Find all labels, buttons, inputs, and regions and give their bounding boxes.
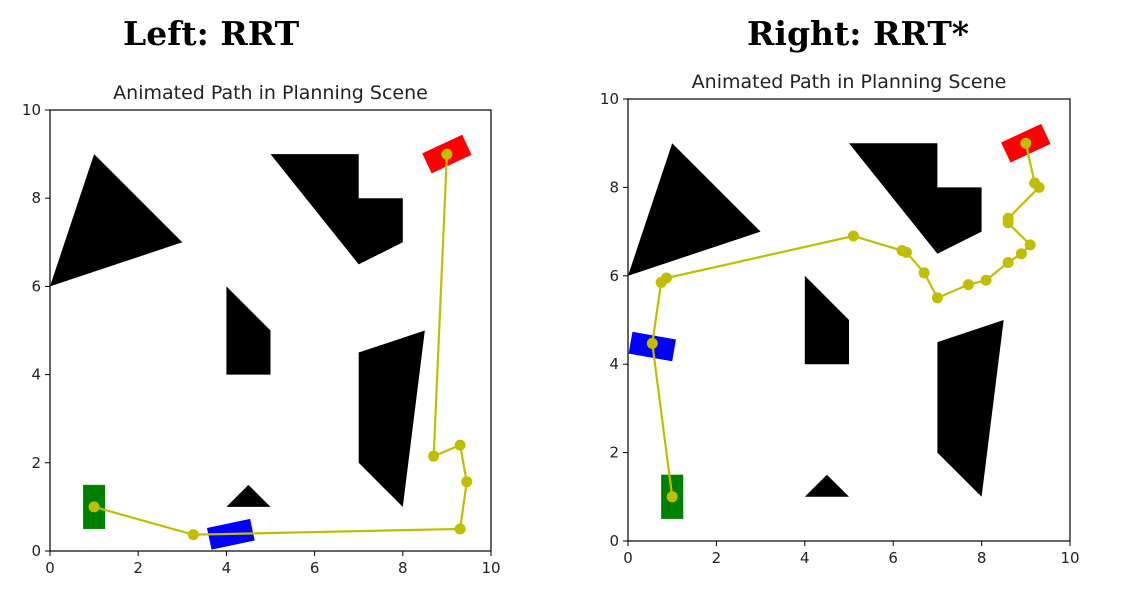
right-ytick-label-0: 0 xyxy=(609,532,619,550)
left-chart-title: Animated Path in Planning Scene xyxy=(113,82,428,104)
right-path-point-6 xyxy=(900,246,912,258)
left-ytick-label-5: 10 xyxy=(22,101,41,119)
right-xtick-label-2: 4 xyxy=(800,549,810,567)
right-xtick-label-0: 0 xyxy=(623,549,633,567)
right-ytick-label-4: 8 xyxy=(609,178,619,196)
right-obstacle-triangle-large xyxy=(628,143,761,276)
right-path-point-7 xyxy=(918,267,930,279)
right-xtick-label-3: 6 xyxy=(888,549,898,567)
right-path-point-9 xyxy=(962,279,974,291)
right-path-point-13 xyxy=(1024,239,1036,251)
right-path-point-4 xyxy=(847,230,859,242)
right-axes-frame xyxy=(627,98,1071,542)
left-ytick-label-1: 2 xyxy=(31,454,41,472)
right-obstacle-triangle-small xyxy=(804,474,849,497)
left-axes-frame xyxy=(49,109,492,552)
right-path-point-3 xyxy=(660,272,672,284)
right-path-point-8 xyxy=(931,292,943,304)
left-xtick-label-4: 8 xyxy=(398,559,408,577)
left-obstacle-triangle-large xyxy=(50,154,183,287)
right-chart: Animated Path in Planning Scene 0 2 4 6 8 10 0 2… xyxy=(600,71,1080,567)
right-obstacle-l-shape xyxy=(849,143,982,254)
right-path-point-18 xyxy=(1020,137,1032,149)
right-ytick-label-1: 2 xyxy=(609,444,619,462)
left-chart: Animated Path in Planning Scene 0 2 4 6 8 10 0 2… xyxy=(22,82,501,577)
right-path-point-12 xyxy=(1015,248,1027,260)
left-xtick-label-1: 2 xyxy=(133,559,143,577)
left-path-point-1 xyxy=(187,529,199,541)
right-obstacle-quad-mid xyxy=(804,275,849,365)
right-ytick-label-3: 6 xyxy=(609,267,619,285)
left-obstacle-triangle-small xyxy=(226,484,271,507)
left-ytick-label-3: 6 xyxy=(31,277,41,295)
right-path-point-1 xyxy=(646,337,658,349)
right-heading: Right: RRT* xyxy=(747,14,970,53)
left-path-point-0 xyxy=(88,501,100,513)
left-path-point-6 xyxy=(441,148,453,160)
left-path-point-2 xyxy=(454,523,466,535)
left-obstacle-l-shape xyxy=(270,154,403,265)
right-obstacle-quad-right xyxy=(937,320,1004,497)
left-ytick-label-4: 8 xyxy=(31,189,41,207)
left-path-point-4 xyxy=(454,439,466,451)
left-heading: Left: RRT xyxy=(123,14,300,53)
left-path-point-5 xyxy=(428,450,440,462)
right-ytick-label-5: 10 xyxy=(600,90,619,108)
left-obstacle-quad-right xyxy=(358,330,425,507)
left-path-point-3 xyxy=(461,476,473,488)
right-path-point-0 xyxy=(666,491,678,503)
right-xtick-label-4: 8 xyxy=(977,549,987,567)
right-xtick-label-1: 2 xyxy=(712,549,722,567)
left-xtick-label-2: 4 xyxy=(222,559,232,577)
right-path-point-15 xyxy=(1002,212,1014,224)
left-ytick-label-0: 0 xyxy=(31,542,41,560)
right-path-point-10 xyxy=(980,274,992,286)
left-ytick-label-2: 4 xyxy=(31,366,41,384)
right-path-point-17 xyxy=(1029,177,1041,189)
right-ytick-label-2: 4 xyxy=(609,355,619,373)
left-xtick-label-5: 10 xyxy=(481,559,500,577)
right-chart-title: Animated Path in Planning Scene xyxy=(692,71,1007,93)
left-xtick-label-0: 0 xyxy=(45,559,55,577)
right-xtick-label-5: 10 xyxy=(1060,549,1079,567)
left-obstacle-quad-mid xyxy=(226,286,271,375)
left-xtick-label-3: 6 xyxy=(310,559,320,577)
right-path-point-11 xyxy=(1002,257,1014,269)
